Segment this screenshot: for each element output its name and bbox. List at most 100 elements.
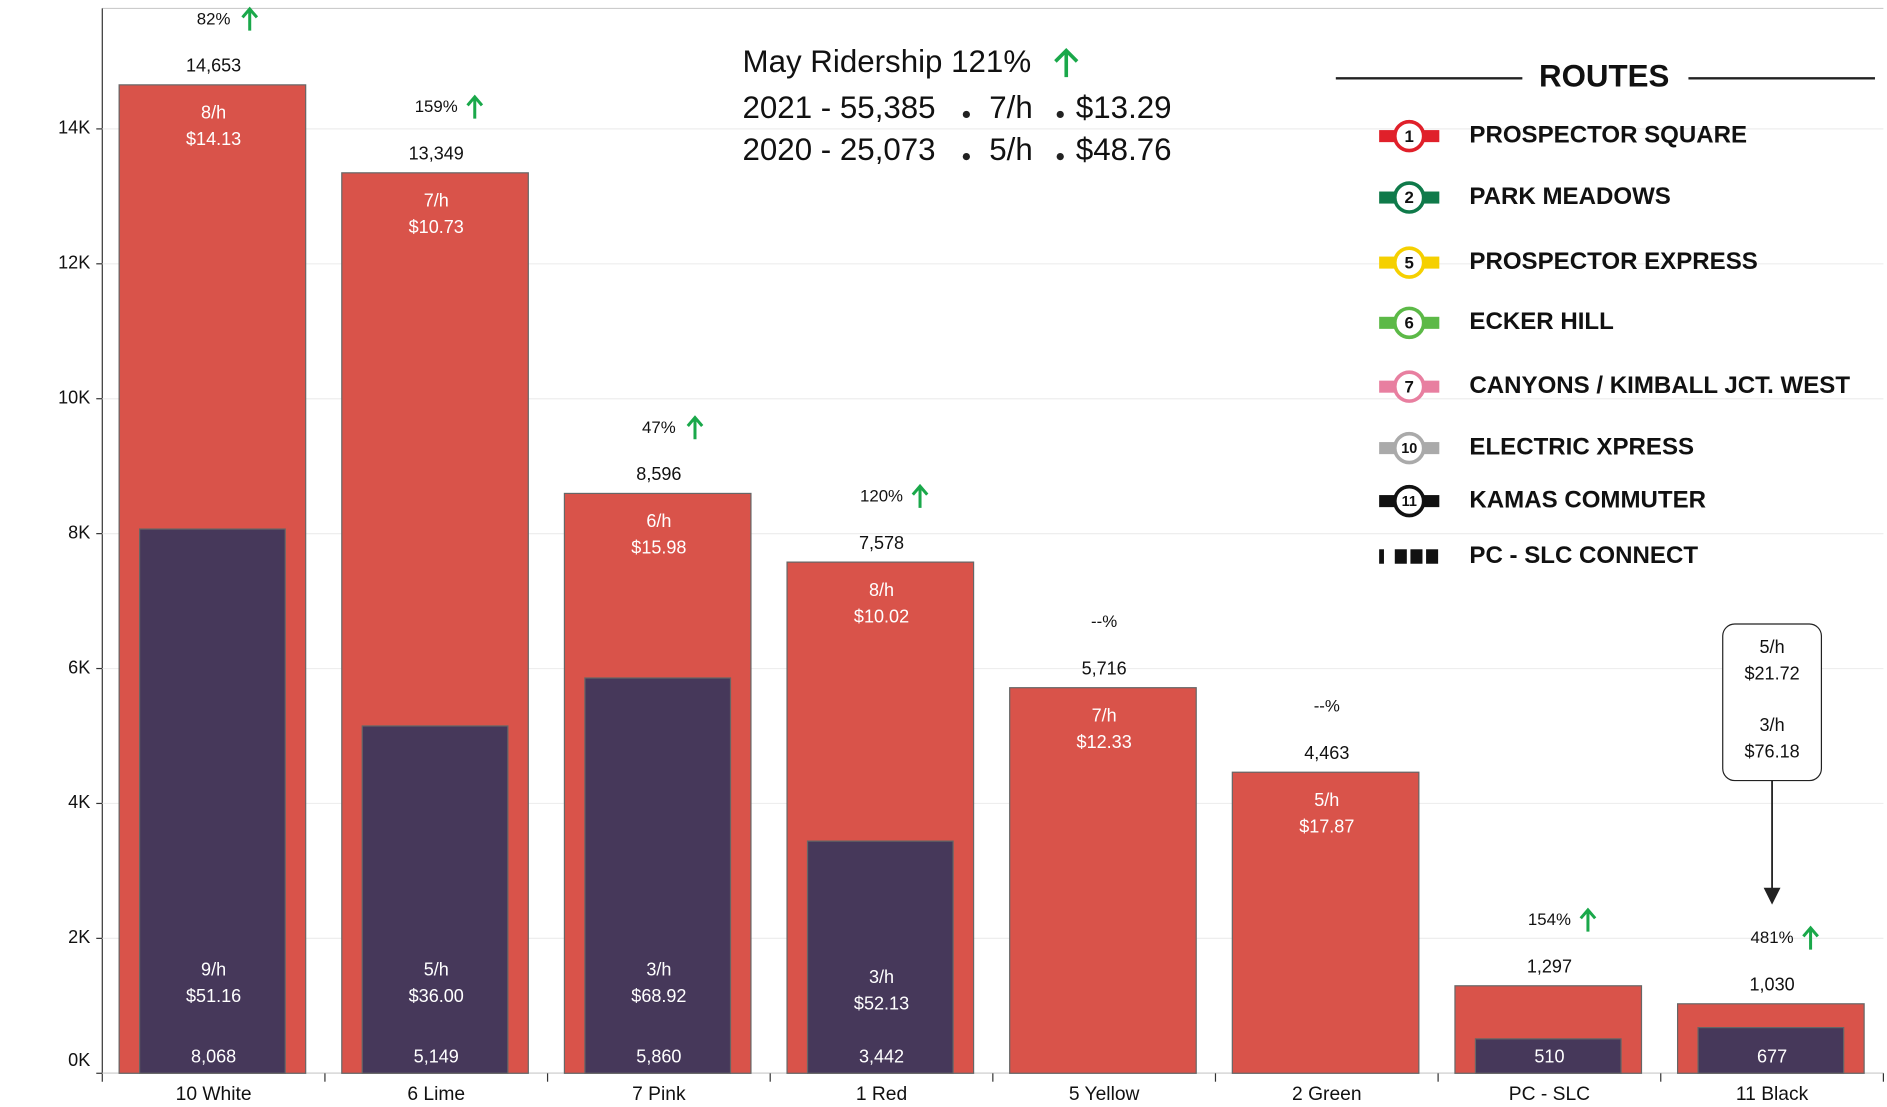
- value-label: 5,860: [636, 1046, 681, 1066]
- rate-label: 7/h: [1092, 705, 1117, 725]
- x-tick-label: 10 White: [176, 1084, 252, 1105]
- y-tick-label: 6K: [68, 657, 90, 677]
- rate-label: 5/h: [424, 960, 449, 980]
- bar-2021: [1009, 687, 1197, 1074]
- rate-label: 8/h: [201, 103, 226, 123]
- legend-route: PROSPECTOR EXPRESS: [1469, 248, 1757, 275]
- legend-route: PC - SLC CONNECT: [1469, 542, 1698, 569]
- legend-number: 5: [1405, 253, 1414, 272]
- rate-label: 3/h: [646, 960, 671, 980]
- x-tick-label: 11 Black: [1736, 1084, 1809, 1105]
- x-tick-label: 6 Lime: [407, 1084, 465, 1105]
- y-tick-label: 14K: [58, 118, 90, 138]
- legend-icon-circle: [1392, 484, 1426, 518]
- change-label: --%: [1314, 697, 1340, 716]
- change-label: 154%: [1528, 910, 1571, 929]
- up-arrow: [466, 94, 484, 119]
- cost-label: $14.13: [186, 129, 241, 149]
- legend-icon-dash: [1426, 549, 1439, 564]
- up-arrow: [911, 483, 929, 508]
- rate-label: 5/h: [1760, 637, 1785, 657]
- y-tick-label: 12K: [58, 253, 90, 273]
- x-tick-label: PC - SLC: [1509, 1084, 1590, 1105]
- value-label: 510: [1534, 1046, 1564, 1066]
- bar-2020: [361, 725, 509, 1074]
- rate-label: 8/h: [869, 580, 894, 600]
- value-label: 5,149: [414, 1046, 459, 1066]
- legend-number: 1: [1405, 127, 1414, 146]
- legend-icon-dash: [1394, 549, 1407, 564]
- y-tick-label: 2K: [68, 927, 90, 947]
- up-arrow: [686, 415, 704, 440]
- up-arrow: [1579, 907, 1597, 932]
- cost-label: $68.92: [631, 986, 686, 1006]
- summary-line: 2021 - 55,385: [743, 90, 936, 125]
- rate-label: 3/h: [1760, 715, 1785, 735]
- legend-icon-dash: [1379, 549, 1384, 564]
- up-arrow: [241, 6, 259, 31]
- change-label: 120%: [860, 487, 903, 506]
- x-tick-label: 5 Yellow: [1069, 1084, 1140, 1105]
- value-label: 13,349: [409, 144, 464, 164]
- y-tick-label: 4K: [68, 792, 90, 812]
- value-label: 3,442: [859, 1046, 904, 1066]
- y-tick-label: 0K: [68, 1050, 90, 1070]
- bar-2021: [1231, 771, 1420, 1074]
- value-label: 7,578: [859, 533, 904, 553]
- value-label: 8,596: [636, 464, 681, 484]
- up-arrow: [1054, 48, 1079, 78]
- rate-label: 5/h: [1314, 790, 1339, 810]
- legend-route: KAMAS COMMUTER: [1469, 486, 1706, 513]
- legend-icon-circle: [1392, 306, 1426, 340]
- cost-label: $10.02: [854, 606, 909, 626]
- legend-route: PROSPECTOR SQUARE: [1469, 121, 1747, 148]
- cost-label: $10.73: [409, 217, 464, 237]
- summary-line: 2020 - 25,073: [743, 132, 936, 167]
- bullet: [962, 152, 970, 161]
- value-label: 4,463: [1304, 743, 1349, 763]
- value-label: 8,068: [191, 1046, 236, 1066]
- summary-cost: $48.76: [1076, 132, 1172, 167]
- value-label: 14,653: [186, 56, 241, 76]
- bar-2020: [1697, 1027, 1845, 1074]
- cost-label: $36.00: [409, 986, 464, 1006]
- legend-number: 7: [1405, 377, 1414, 396]
- bar-2020: [1474, 1038, 1622, 1074]
- x-tick-label: 1 Red: [856, 1084, 907, 1105]
- bullet: [962, 110, 970, 119]
- legend-route: ELECTRIC XPRESS: [1469, 433, 1694, 460]
- bar-2020: [806, 840, 954, 1074]
- bullet: [1056, 110, 1064, 119]
- summary: May Ridership 121%: [743, 44, 1079, 79]
- legend-number: 10: [1401, 441, 1417, 457]
- change-label: 82%: [197, 9, 231, 28]
- legend-route: PARK MEADOWS: [1469, 183, 1670, 210]
- cost-label: $12.33: [1077, 732, 1132, 752]
- legend-number: 2: [1405, 188, 1414, 207]
- cost-label: $51.16: [186, 986, 241, 1006]
- summary-cost: $13.29: [1076, 90, 1172, 125]
- value-label: 1,030: [1749, 974, 1794, 994]
- legend-icon-circle: [1392, 431, 1426, 465]
- change-label: --%: [1091, 612, 1117, 631]
- legend-icon-dash: [1410, 549, 1423, 564]
- legend-icon-circle: [1392, 181, 1426, 214]
- legend-icon-circle: [1392, 370, 1426, 403]
- cost-label: $21.72: [1744, 663, 1799, 683]
- summary-rate: 7/h: [989, 90, 1032, 125]
- cost-label: $15.98: [631, 538, 686, 558]
- rate-label: 6/h: [646, 511, 671, 531]
- legend-icon-circle: [1392, 246, 1426, 279]
- legend-icon-circle: [1392, 119, 1426, 153]
- x-tick-label: 7 Pink: [632, 1084, 686, 1105]
- bar-2020: [138, 528, 286, 1074]
- value-label: 5,716: [1082, 658, 1127, 678]
- cost-label: $17.87: [1299, 816, 1354, 836]
- change-label: 481%: [1751, 928, 1794, 947]
- value-label: 1,297: [1527, 956, 1572, 976]
- legend-number: 6: [1405, 313, 1414, 332]
- change-label: 159%: [415, 97, 458, 116]
- summary-rate: 5/h: [989, 132, 1032, 167]
- rate-label: 3/h: [869, 967, 894, 987]
